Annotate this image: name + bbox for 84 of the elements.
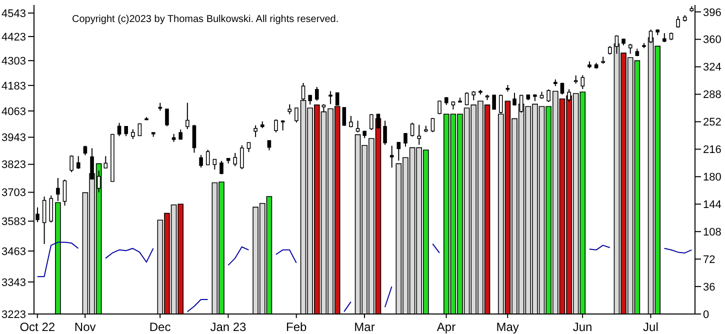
candlestick	[356, 120, 360, 133]
candlestick	[131, 128, 135, 140]
candlestick	[104, 156, 108, 169]
candlestick	[370, 114, 374, 130]
candlestick	[628, 43, 632, 54]
candlestick	[220, 160, 224, 175]
candlestick	[546, 88, 550, 102]
candlestick	[124, 126, 128, 137]
y-tick-label: 3583	[2, 216, 26, 228]
candlestick	[267, 140, 272, 151]
y2-tick-label: 36	[703, 281, 716, 294]
candlestick	[396, 141, 401, 162]
candlestick	[206, 149, 210, 166]
candlestick	[274, 118, 278, 133]
y-tick-label: 4063	[2, 106, 26, 118]
y2-tick-label: 360	[703, 34, 722, 46]
candlestick	[212, 158, 217, 170]
y-tick-label: 3223	[2, 308, 26, 321]
candlestick	[404, 132, 408, 148]
x-tick-label: Jan 23	[210, 320, 247, 334]
y-tick-label: 4423	[2, 31, 26, 44]
candlestick	[512, 92, 516, 106]
candlestick	[560, 82, 564, 95]
y2-tick-label: 144	[703, 199, 722, 212]
y-tick-label: 3343	[2, 276, 26, 289]
candlestick	[42, 196, 46, 244]
x-tick-label: Mar	[354, 320, 375, 334]
x-tick-label: Nov	[74, 320, 96, 334]
candlestick	[492, 94, 496, 110]
candlestick	[390, 145, 394, 168]
y2-tick-label: 108	[703, 226, 722, 239]
y2-tick-label: 216	[703, 144, 722, 156]
candlestick	[288, 104, 292, 115]
candlestick	[383, 120, 387, 146]
y-tick-label: 3823	[2, 159, 26, 172]
x-tick-label: Oct 22	[20, 320, 56, 334]
candlestick	[117, 122, 122, 137]
candlestick	[294, 107, 298, 123]
y2-tick-label: 288	[703, 89, 722, 102]
candlestick	[246, 142, 251, 153]
candlestick	[464, 92, 469, 106]
candlestick	[233, 152, 238, 167]
x-tick-label: Jun	[572, 320, 592, 334]
candlestick	[438, 100, 442, 115]
candlestick	[186, 102, 190, 130]
x-tick-label: Jul	[643, 320, 658, 334]
x-tick-label: Dec	[149, 320, 171, 334]
candlestick	[49, 195, 54, 223]
y-tick-label: 3943	[2, 132, 26, 144]
candlestick	[178, 128, 183, 140]
candlestick	[342, 106, 346, 126]
candlestick	[76, 156, 80, 170]
candlestick	[240, 144, 244, 170]
x-tick-label: May	[496, 320, 519, 334]
y-tick-label: 3463	[2, 246, 26, 258]
y-tick-label: 3703	[2, 187, 26, 200]
y2-tick-label: 324	[703, 62, 722, 74]
x-tick-label: Apr	[436, 320, 456, 334]
candlestick	[417, 124, 422, 146]
candlestick	[314, 86, 319, 102]
candlestick	[472, 90, 476, 101]
y2-tick-label: 0	[703, 308, 710, 321]
candlestick	[349, 115, 353, 128]
candlestick	[70, 154, 74, 173]
y2-tick-label: 180	[703, 172, 722, 184]
candlestick	[165, 108, 169, 127]
y-tick-label: 4183	[2, 80, 26, 92]
candlestick	[410, 122, 414, 138]
annotation: Copyright (c)2023 by Thomas Bulkowski. All rights reserved.	[72, 14, 339, 25]
y2-tick-label: 252	[703, 116, 722, 129]
y-tick-label: 4303	[2, 56, 26, 68]
x-tick-label: Feb	[286, 320, 308, 334]
candlestick	[199, 154, 203, 168]
y2-tick-label: 72	[703, 254, 716, 266]
candlestick	[328, 90, 332, 105]
y-tick-label: 4543	[2, 8, 26, 20]
candlestick	[254, 124, 258, 138]
candlestick	[580, 74, 585, 90]
candlestick	[62, 179, 67, 206]
candlestick	[192, 124, 196, 154]
candlestick	[83, 145, 88, 156]
candlestick	[138, 122, 142, 136]
y2-tick-label: 396	[703, 6, 722, 19]
candlestick	[430, 118, 435, 133]
